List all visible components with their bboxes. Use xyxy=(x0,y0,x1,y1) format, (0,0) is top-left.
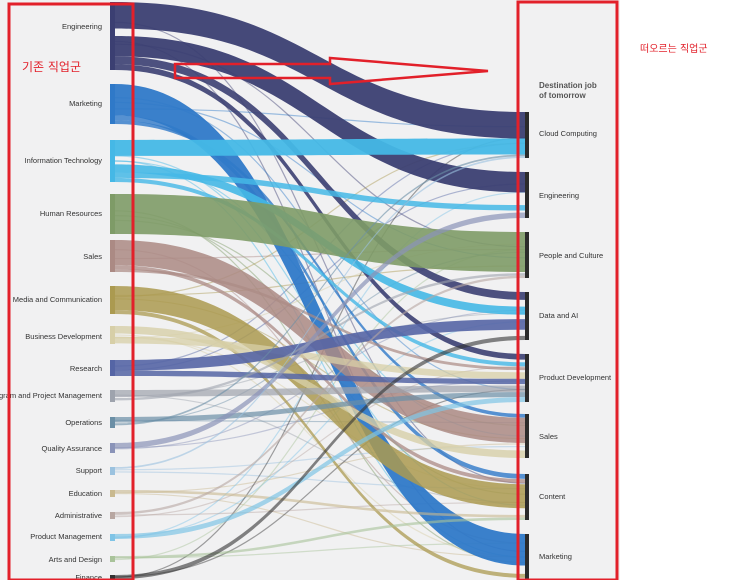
node-labels: Engineering Marketing Information Technolo… xyxy=(0,22,612,580)
source-label-9: Operations xyxy=(65,418,102,427)
flow-5-to-7 xyxy=(115,310,525,578)
source-node-13 xyxy=(110,512,115,519)
flow-5-to-6 xyxy=(115,286,525,509)
major-flows xyxy=(115,2,525,580)
flow-2-to-0 xyxy=(115,138,525,156)
destination-node-5 xyxy=(525,414,529,458)
source-node-11 xyxy=(110,467,115,475)
source-label-14: Product Management xyxy=(30,532,103,541)
destination-label-6: Content xyxy=(539,492,566,501)
node-bars xyxy=(110,2,529,580)
flow-10-to-1 xyxy=(115,212,525,449)
source-node-15 xyxy=(110,556,115,562)
destination-label-0: Cloud Computing xyxy=(539,129,597,138)
destination-label-7: Marketing xyxy=(539,552,572,561)
flow-2-to-1 xyxy=(115,172,525,211)
flow-9-to-0 xyxy=(115,154,525,426)
thin-flow-15 xyxy=(114,334,526,558)
right-annotation-label: 떠오르는 직업군 xyxy=(640,44,708,55)
source-label-5: Media and Communication xyxy=(13,295,102,304)
source-label-8: Program and Project Management xyxy=(0,391,103,400)
flow-15-to-6 xyxy=(115,517,525,559)
flow-14-to-4 xyxy=(115,397,525,539)
destination-label-3: Data and AI xyxy=(539,311,578,320)
destination-label-2: People and Culture xyxy=(539,251,603,260)
destination-label-1: Engineering xyxy=(539,191,579,200)
flow-7-to-4 xyxy=(115,370,525,385)
source-label-6: Business Development xyxy=(25,332,103,341)
flow-0-to-1 xyxy=(115,36,525,193)
source-node-16 xyxy=(110,575,115,580)
source-label-13: Administrative xyxy=(55,511,102,520)
destination-label-4: Product Development xyxy=(539,373,612,382)
destination-node-2 xyxy=(525,232,529,278)
arrow-icon xyxy=(173,56,489,86)
flow-11-to-0 xyxy=(115,156,525,469)
source-node-14 xyxy=(110,534,115,541)
source-label-12: Education xyxy=(69,489,102,498)
destination-node-0 xyxy=(525,112,529,158)
source-node-5 xyxy=(110,286,115,314)
source-node-8 xyxy=(110,390,115,402)
flow-16-to-3 xyxy=(115,335,525,580)
flow-0-to-3 xyxy=(115,56,525,300)
flow-8-to-2 xyxy=(115,273,525,401)
thin-flow-30 xyxy=(114,542,526,559)
source-node-12 xyxy=(110,490,115,497)
thin-flow-28 xyxy=(114,191,526,539)
flow-2-to-4 xyxy=(115,177,525,367)
source-label-2: Information Technology xyxy=(25,156,103,165)
flow-1-to-6 xyxy=(115,115,525,479)
flow-0-to-0 xyxy=(115,2,525,139)
source-label-3: Human Resources xyxy=(40,209,102,218)
flow-4-to-6 xyxy=(115,265,525,483)
thin-flow-29 xyxy=(114,321,526,538)
source-node-2 xyxy=(110,140,115,182)
destination-node-7 xyxy=(525,534,529,580)
thin-flow-22 xyxy=(114,380,526,449)
left-annotation-label: 기존 직업군 xyxy=(22,60,82,74)
source-node-1 xyxy=(110,84,115,124)
destination-header-line-1: Destination job xyxy=(539,81,597,90)
thin-flow-25 xyxy=(114,492,526,558)
source-node-9 xyxy=(110,417,115,428)
source-label-16: Finance xyxy=(75,573,102,580)
destination-node-1 xyxy=(525,172,529,218)
source-label-4: Sales xyxy=(83,252,102,261)
destination-node-6 xyxy=(525,474,529,520)
destination-label-5: Sales xyxy=(539,432,558,441)
source-node-0 xyxy=(110,2,115,70)
source-label-15: Arts and Design xyxy=(49,555,102,564)
source-node-7 xyxy=(110,360,115,376)
source-node-4 xyxy=(110,240,115,272)
source-label-7: Research xyxy=(70,364,102,373)
flow-9-to-4 xyxy=(115,392,525,422)
source-label-1: Marketing xyxy=(69,99,102,108)
flow-4-to-4 xyxy=(115,269,525,371)
source-label-10: Quality Assurance xyxy=(42,444,102,453)
flow-6-to-4 xyxy=(115,336,525,379)
destination-header-line-2: of tomorrow xyxy=(539,91,586,100)
thin-flow-16 xyxy=(114,142,526,367)
flow-1-to-7 xyxy=(115,84,525,566)
source-node-6 xyxy=(110,326,115,344)
destination-node-4 xyxy=(525,354,529,402)
flow-13-to-2 xyxy=(115,275,525,515)
source-node-3 xyxy=(110,194,115,234)
flow-3-to-2 xyxy=(115,194,525,272)
flow-1-to-5 xyxy=(115,120,525,418)
flow-8-to-4 xyxy=(115,385,525,397)
source-label-0: Engineering xyxy=(62,22,102,31)
source-label-11: Support xyxy=(76,466,103,475)
flow-12-to-6 xyxy=(115,490,525,518)
flow-7-to-3 xyxy=(115,319,525,371)
flow-0-to-4 xyxy=(115,64,525,360)
thin-flow-39 xyxy=(114,501,526,516)
source-node-10 xyxy=(110,443,115,453)
destination-node-3 xyxy=(525,292,529,340)
